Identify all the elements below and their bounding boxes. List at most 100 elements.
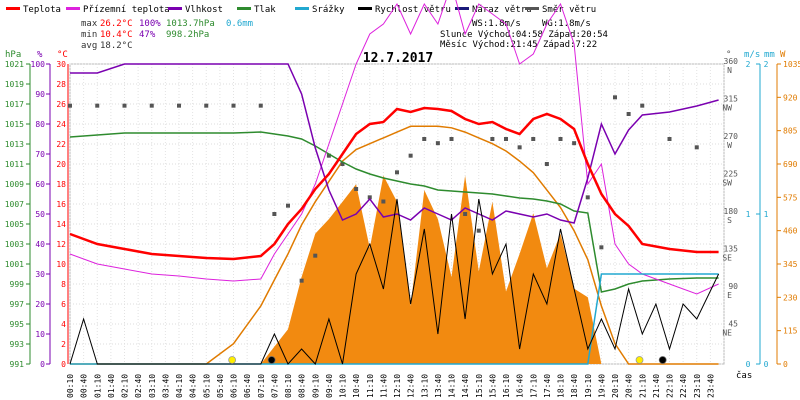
press-tick: 1007 [5, 200, 24, 209]
press-tick: 1001 [5, 260, 24, 269]
wind-dir-point [326, 153, 331, 158]
time-tick: 23:10 [693, 374, 702, 398]
series-solar-max [70, 125, 719, 365]
legend: Teplota Přízemní teplota Vlhkost Tlak Srážky… [6, 5, 596, 15]
time-tick: 18:40 [570, 374, 579, 398]
time-tick: 14:40 [461, 374, 470, 398]
dir-tick-name: N [727, 66, 732, 75]
sun-event-icon [228, 356, 237, 364]
stat-wg: WG:1.8m/s [542, 19, 591, 29]
press-tick: 991 [10, 360, 25, 369]
wind-dir-point [354, 187, 359, 191]
hum-tick: 50 [35, 210, 45, 219]
hum-tick: 70 [35, 150, 45, 159]
wind-dir-point [272, 212, 277, 216]
legend-label: Srážky [312, 5, 345, 15]
solar-tick: 345 [783, 260, 798, 269]
hum-tick: 30 [35, 270, 45, 279]
temp-tick: 4 [61, 320, 66, 329]
wind-dir-point [449, 137, 454, 141]
hum-tick: 40 [35, 240, 45, 249]
axis-unit-time: čas [736, 370, 752, 381]
stat-ws: WS:1.8m/s [472, 19, 521, 29]
press-tick: 1005 [5, 220, 24, 229]
temp-tick: 0 [61, 360, 66, 369]
dir-tick-deg: 315 [724, 95, 739, 104]
wind-dir-point [313, 253, 318, 258]
press-tick: 1017 [5, 100, 24, 109]
plot-area [68, 0, 720, 365]
temp-tick: 6 [61, 300, 66, 309]
stat-rain: 0.6mm [226, 19, 253, 29]
stat-moon: Měsíc Východ:21:45 Západ:7:22 [440, 40, 597, 50]
time-tick: 15:10 [475, 374, 484, 398]
time-tick: 01:10 [93, 374, 102, 398]
time-tick: 13:40 [434, 374, 443, 398]
axis-unit-press: hPa [5, 50, 21, 60]
wind-dir-point [572, 141, 577, 146]
time-tick: 16:40 [516, 374, 525, 398]
time-tick: 22:40 [679, 374, 688, 398]
time-tick: 21:10 [638, 374, 647, 398]
dir-tick-name: SW [722, 179, 732, 188]
solar-tick: 0 [783, 360, 788, 369]
wind-dir-point [95, 103, 100, 108]
wind-dir-point [395, 170, 399, 175]
stat-max-temp: 26.2°C [100, 19, 133, 29]
time-tick: 00:40 [80, 374, 89, 398]
solar-tick: 460 [783, 227, 798, 236]
wind-tick: 0 [746, 360, 751, 369]
wind-dir-point [149, 103, 154, 108]
time-tick: 18:10 [557, 374, 566, 398]
wind-dir-point [463, 212, 468, 216]
time-tick: 17:10 [529, 374, 538, 398]
time-tick: 12:10 [393, 374, 402, 398]
wind-dir-point [258, 103, 263, 108]
wind-dir-point [694, 145, 699, 150]
wind-dir-point [490, 137, 495, 141]
axis-unit-hum: % [37, 50, 43, 60]
solar-tick: 920 [783, 93, 798, 102]
time-tick: 19:40 [597, 374, 606, 398]
press-tick: 1015 [5, 120, 24, 129]
time-tick: 20:10 [611, 374, 620, 398]
temp-tick: 22 [56, 140, 66, 149]
hum-tick: 90 [35, 90, 45, 99]
legend-label: Směr větru [542, 5, 596, 15]
stat-sun: Slunce Východ:04:58 Západ:20:54 [440, 30, 608, 40]
wind-dir-point [68, 103, 72, 108]
stat-max-press: 1013.7hPa [166, 19, 215, 29]
time-tick: 21:40 [652, 374, 661, 398]
legend-label: Vlhkost [185, 5, 223, 15]
time-tick: 23:40 [706, 374, 715, 398]
stat-min-press: 998.2hPa [166, 30, 209, 40]
axis-unit-rain: mm [764, 50, 775, 60]
wind-dir-point [299, 278, 304, 283]
press-tick: 997 [10, 300, 25, 309]
time-tick: 04:10 [175, 374, 184, 398]
press-tick: 993 [10, 340, 25, 349]
legend-label: Teplota [23, 5, 61, 15]
dir-tick-name: E [727, 291, 732, 300]
axis-unit-dir: ° [726, 50, 731, 60]
solar-tick: 690 [783, 160, 798, 169]
wind-tick: 2 [746, 60, 751, 69]
time-tick: 15:40 [488, 374, 497, 398]
series-solar-area [70, 175, 719, 364]
series-ground-temp [69, 0, 719, 295]
time-tick: 06:40 [243, 374, 252, 398]
time-tick: 14:10 [448, 374, 457, 398]
wind-dir-point [422, 137, 427, 141]
wind-dir-point [626, 112, 631, 116]
dir-tick-name: S [727, 216, 732, 225]
time-tick: 16:10 [502, 374, 511, 398]
wind-dir-point [231, 103, 236, 108]
temp-tick: 20 [56, 160, 66, 169]
press-tick: 995 [10, 320, 25, 329]
wind-dir-point [667, 137, 672, 141]
wind-dir-point [476, 228, 481, 233]
hum-tick: 10 [35, 330, 45, 339]
dir-tick-name: SE [722, 254, 732, 263]
solar-tick: 805 [783, 127, 798, 136]
press-tick: 1011 [5, 160, 24, 169]
